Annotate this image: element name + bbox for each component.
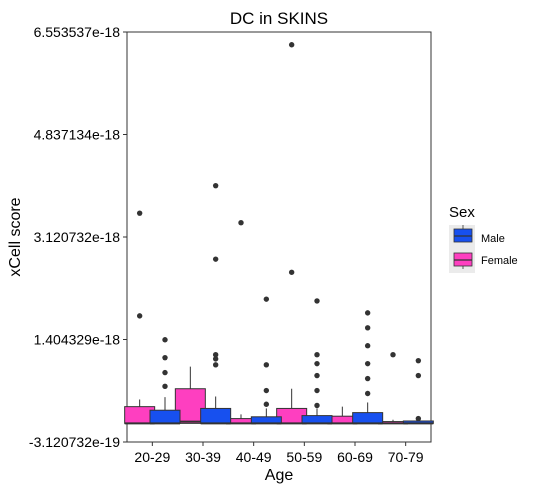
outlier-point	[364, 325, 371, 331]
outlier-point	[212, 351, 219, 358]
outlier-point	[314, 298, 320, 304]
box	[200, 407, 232, 424]
y-axis-label: xCell score	[7, 197, 24, 276]
outlier-point	[415, 415, 422, 422]
box	[149, 409, 181, 424]
outlier-point	[162, 354, 168, 361]
legend-label-female: Female	[481, 255, 518, 267]
box	[352, 412, 384, 424]
y-tick-label: 4.837134e-18	[34, 127, 121, 143]
chart-title: DC in SKINS	[230, 9, 328, 28]
y-tick-label: -3.120732e-19	[29, 434, 120, 450]
box-male-30-39	[200, 182, 232, 425]
outlier-point	[162, 369, 168, 376]
outlier-point	[314, 360, 320, 367]
outlier-point	[314, 387, 320, 394]
outlier-point	[136, 313, 143, 319]
box-male-60-69	[352, 310, 384, 425]
plot-panel	[126, 31, 432, 443]
outlier-point	[314, 372, 320, 379]
x-tick-label: 50-59	[286, 449, 322, 465]
outlier-point	[288, 269, 295, 275]
outlier-point	[314, 351, 320, 358]
y-tick-label: 6.553537e-18	[34, 24, 121, 40]
outlier-point	[390, 351, 396, 358]
outlier-point	[212, 256, 219, 262]
outlier-point	[212, 362, 219, 368]
outlier-point	[136, 210, 143, 216]
outlier-point	[364, 375, 371, 382]
y-tick-label: 3.120732e-18	[34, 229, 121, 245]
x-tick-label: 20-29	[134, 449, 170, 465]
outlier-point	[415, 357, 422, 364]
outlier-point	[288, 42, 295, 48]
outlier-point	[263, 296, 270, 302]
outlier-point	[364, 390, 371, 397]
legend-item-male: Male	[449, 225, 505, 249]
x-tick-label: 60-69	[337, 449, 373, 465]
x-axis: 20-29 30-39 40-49 50-59 60-69 70-79	[134, 442, 424, 465]
outlier-point	[364, 343, 371, 349]
box	[301, 415, 333, 424]
box-male-50-59	[301, 298, 333, 425]
box-female-20-29	[124, 210, 156, 425]
x-tick-label: 30-39	[185, 449, 221, 465]
outlier-point	[314, 402, 320, 409]
outlier-point	[263, 362, 270, 368]
outlier-point	[415, 372, 422, 379]
legend-label-male: Male	[481, 233, 505, 245]
legend-item-female: Female	[449, 249, 518, 273]
x-axis-label: Age	[265, 467, 294, 484]
outlier-point	[263, 387, 270, 394]
outlier-point	[212, 182, 219, 189]
outlier-point	[238, 220, 244, 226]
legend: Sex Male Female	[449, 204, 518, 273]
box-male-20-29	[149, 337, 181, 425]
outlier-point	[364, 310, 371, 316]
box-female-50-59	[276, 42, 308, 425]
legend-title: Sex	[449, 204, 475, 221]
outlier-point	[162, 337, 168, 343]
plot-marks	[124, 42, 434, 425]
outlier-point	[263, 401, 270, 407]
y-axis: -3.120732e-19 1.404329e-18 3.120732e-18 4.8…	[29, 24, 127, 450]
x-tick-label: 70-79	[388, 449, 424, 465]
outlier-point	[212, 356, 219, 362]
box-male-70-79	[402, 357, 434, 425]
box-male-40-49	[250, 296, 282, 425]
x-tick-label: 40-49	[236, 449, 272, 465]
outlier-point	[162, 383, 168, 390]
y-tick-label: 1.404329e-18	[34, 332, 121, 348]
outlier-point	[364, 360, 371, 367]
